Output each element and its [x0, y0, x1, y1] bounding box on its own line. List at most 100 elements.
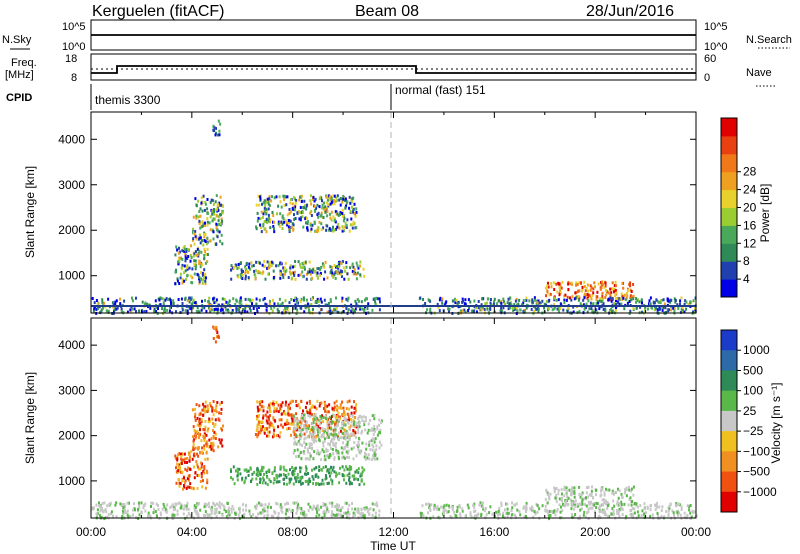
- data-cell: [286, 223, 288, 227]
- data-cell: [323, 208, 326, 212]
- data-cell: [380, 421, 383, 424]
- data-cell: [183, 271, 186, 275]
- data-cell: [330, 218, 333, 222]
- data-cell: [286, 418, 289, 422]
- data-cell: [633, 507, 636, 511]
- data-cell: [330, 427, 333, 431]
- data-cell: [304, 405, 307, 409]
- data-cell: [279, 212, 282, 216]
- data-cell: [217, 119, 220, 123]
- data-cell: [276, 434, 278, 438]
- data-cell: [516, 309, 519, 313]
- data-cell: [572, 305, 575, 309]
- data-cell: [344, 197, 347, 201]
- data-cell: [200, 239, 203, 243]
- data-cell: [145, 310, 148, 313]
- data-cell: [618, 489, 621, 493]
- data-cell: [344, 437, 347, 441]
- data-cell: [204, 486, 207, 490]
- data-cell: [206, 481, 209, 485]
- data-cell: [320, 228, 323, 232]
- data-cell: [446, 510, 449, 514]
- data-cell: [509, 296, 512, 300]
- data-cell: [256, 211, 259, 215]
- data-cell: [241, 476, 244, 480]
- data-cell: [330, 447, 332, 451]
- data-cell: [214, 432, 217, 436]
- data-cell: [265, 200, 268, 204]
- data-cell: [630, 513, 633, 517]
- data-cell: [96, 302, 99, 306]
- data-cell: [266, 434, 268, 438]
- data-cell: [572, 502, 575, 506]
- data-cell: [293, 436, 296, 440]
- data-cell: [218, 230, 221, 234]
- data-cell: [669, 298, 672, 302]
- data-cell: [188, 296, 191, 300]
- data-cell: [310, 209, 313, 213]
- data-cell: [304, 204, 307, 208]
- data-cell: [246, 270, 248, 273]
- data-cell: [316, 504, 319, 508]
- data-cell: [647, 307, 649, 311]
- data-cell: [374, 437, 377, 441]
- data-cell: [236, 474, 239, 478]
- data-cell: [363, 308, 366, 312]
- data-cell: [259, 511, 262, 515]
- data-cell: [326, 404, 329, 408]
- data-cell: [299, 273, 302, 277]
- data-cell: [311, 276, 313, 280]
- data-cell: [335, 422, 338, 426]
- data-cell: [216, 401, 219, 404]
- data-cell: [183, 249, 186, 253]
- data-cell: [565, 486, 568, 490]
- data-cell: [347, 308, 350, 312]
- data-cell: [522, 301, 525, 305]
- data-cell: [685, 307, 688, 311]
- data-cell: [329, 309, 332, 313]
- data-cell: [477, 306, 480, 310]
- data-cell: [213, 126, 216, 130]
- data-cell: [184, 259, 187, 263]
- data-cell: [345, 261, 348, 265]
- data-cell: [243, 512, 246, 516]
- data-cell: [293, 264, 296, 268]
- data-cell: [353, 400, 355, 404]
- data-cell: [121, 509, 124, 513]
- data-cell: [331, 452, 334, 455]
- data-cell: [284, 307, 287, 310]
- data-cell: [244, 274, 247, 278]
- data-cell: [485, 512, 488, 516]
- data-cell: [247, 265, 250, 269]
- data-cell: [243, 309, 246, 313]
- data-cell: [502, 514, 504, 518]
- data-cell: [217, 208, 220, 212]
- data-cell: [503, 508, 506, 512]
- data-cell: [315, 439, 318, 443]
- data-cell: [212, 217, 215, 221]
- data-cell: [215, 298, 218, 302]
- x-tick-label: 00:00: [76, 525, 106, 539]
- data-cell: [469, 511, 472, 515]
- data-cell: [177, 469, 180, 473]
- data-cell: [215, 507, 218, 511]
- data-cell: [196, 416, 199, 420]
- data-cell: [334, 422, 336, 426]
- data-cell: [293, 208, 296, 212]
- data-cell: [293, 467, 296, 471]
- data-cell: [101, 507, 103, 510]
- data-cell: [236, 267, 239, 270]
- data-cell: [306, 479, 309, 483]
- data-cell: [196, 430, 199, 434]
- data-cell: [309, 199, 312, 203]
- data-cell: [588, 493, 591, 497]
- data-cell: [336, 415, 339, 419]
- data-cell: [264, 503, 267, 507]
- data-cell: [641, 310, 644, 314]
- data-cell: [184, 269, 187, 273]
- data-cell: [275, 401, 278, 405]
- data-cell: [537, 299, 540, 303]
- data-cell: [114, 300, 117, 304]
- data-cell: [198, 413, 201, 417]
- data-cell: [529, 507, 532, 511]
